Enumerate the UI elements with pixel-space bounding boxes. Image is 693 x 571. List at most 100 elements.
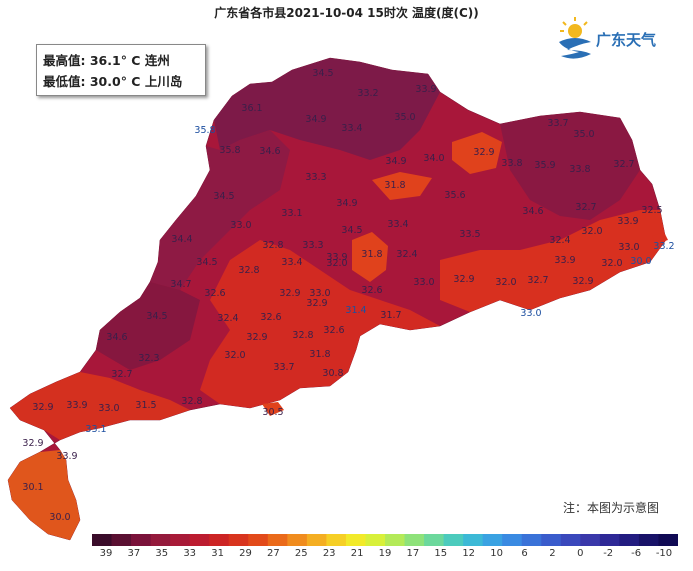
max-value-line: 最高值: 36.1° C 连州 [43, 53, 170, 68]
temperature-label: 33.0 [413, 277, 434, 288]
temperature-label: 33.9 [56, 451, 77, 462]
map-title: 广东省各市县2021-10-04 15时次 温度(度(C)) [214, 6, 479, 20]
color-scale-tick: 19 [378, 548, 392, 559]
region-pearl-delta [200, 240, 440, 408]
temperature-label: 35.0 [394, 112, 415, 123]
temperature-label: 32.7 [575, 202, 596, 213]
temperature-label: 31.8 [384, 180, 405, 191]
island-nanao [652, 232, 668, 244]
color-scale-swatch [580, 534, 601, 546]
island-shangchuan [262, 402, 284, 416]
temperature-label: 30.0 [630, 256, 651, 267]
color-scale-swatch [92, 534, 113, 546]
color-scale-tick: 31 [211, 548, 224, 559]
color-scale-tick: 27 [267, 548, 280, 559]
temperature-label: 33.8 [501, 158, 522, 169]
temperature-label: 31.8 [361, 249, 382, 260]
temperature-label: 30.0 [49, 512, 70, 523]
temperature-label: 32.0 [224, 350, 245, 361]
temperature-label: 34.5 [341, 225, 362, 236]
temperature-label: 32.6 [260, 312, 281, 323]
temperature-label: 31.5 [135, 400, 156, 411]
temperature-label: 33.0 [98, 403, 119, 414]
color-scale-swatch [463, 534, 484, 546]
temperature-label: 33.0 [309, 288, 330, 299]
color-scale-swatch [209, 534, 230, 546]
temperature-label: 32.9 [572, 276, 593, 287]
temperature-label: 33.9 [415, 84, 436, 95]
color-scale-tick: 12 [462, 548, 476, 559]
min-value-line: 最低值: 30.0° C 上川岛 [43, 74, 183, 89]
temperature-label: 33.2 [357, 88, 378, 99]
weather-sun-logo-icon [559, 17, 591, 59]
temperature-label: 32.9 [473, 147, 494, 158]
color-scale-swatch [619, 534, 640, 546]
color-scale-swatch [345, 534, 366, 546]
temperature-label: 32.9 [246, 332, 267, 343]
region-west-dark [96, 282, 200, 370]
temperature-label: 31.8 [309, 349, 330, 360]
temperature-label: 34.6 [522, 206, 543, 217]
extreme-values-box: 最高值: 36.1° C 连州 最低值: 30.0° C 上川岛 [36, 44, 206, 96]
color-scale-swatch [658, 534, 678, 546]
temperature-label: 32.7 [111, 369, 132, 380]
color-scale-swatch [287, 534, 308, 546]
color-scale-swatch [306, 534, 327, 546]
color-scale-swatch [111, 534, 132, 546]
color-scale-tick: 15 [434, 548, 448, 559]
temperature-label: 34.6 [106, 332, 127, 343]
color-scale-tick: 2 [549, 548, 556, 559]
temperature-label: 34.4 [171, 234, 192, 245]
color-scale-tick: 10 [490, 548, 503, 559]
region-north-dark [214, 58, 440, 160]
color-scale-swatch [189, 534, 210, 546]
map-labels: 34.5 33.2 33.9 36.1 34.9 33.4 35.0 35.8 35.8 34.6… [22, 68, 674, 523]
color-scale-swatch [170, 534, 191, 546]
temperature-label: 35.9 [534, 160, 555, 171]
temperature-label: 33.1 [281, 208, 302, 219]
color-scale-swatch [541, 534, 562, 546]
temperature-label: 34.0 [423, 153, 444, 164]
temperature-label: 32.8 [238, 265, 259, 276]
schematic-note: 注：本图为示意图 [563, 501, 660, 515]
temperature-label: 32.6 [204, 288, 225, 299]
logo-text: 广东天气 [596, 31, 657, 49]
temperature-label: 36.1 [241, 103, 262, 114]
color-scale-tick: 33 [183, 548, 197, 559]
temperature-label: 34.5 [146, 311, 167, 322]
temperature-label: 30.8 [322, 368, 343, 379]
temperature-label: 32.8 [292, 330, 313, 341]
temperature-label: 33.3 [302, 240, 323, 251]
temperature-label: 34.9 [336, 198, 357, 209]
temperature-label: 35.8 [219, 145, 240, 156]
color-scale-tick: 0 [577, 548, 584, 559]
temperature-label: 33.0 [618, 242, 639, 253]
color-scale-bar [92, 534, 678, 546]
temperature-label: 34.5 [213, 191, 234, 202]
temperature-label: 32.0 [601, 258, 622, 269]
color-scale-tick: 21 [350, 548, 364, 559]
temperature-label: 34.7 [170, 279, 191, 290]
color-scale-swatch [267, 534, 288, 546]
color-scale-swatch [326, 534, 347, 546]
region-orange-center [352, 232, 388, 282]
temperature-label: 32.6 [323, 325, 344, 336]
color-scale-swatch [404, 534, 425, 546]
temperature-label: 32.4 [549, 235, 570, 246]
temperature-label: 30.1 [22, 482, 43, 493]
temperature-label: 34.6 [259, 146, 280, 157]
temperature-label: 34.5 [196, 257, 217, 268]
color-scale-swatch [228, 534, 249, 546]
temperature-label: 32.9 [453, 274, 474, 285]
temperature-label: 32.0 [326, 258, 347, 269]
color-scale-swatch [131, 534, 152, 546]
temperature-label: 35.8 [194, 125, 215, 136]
temperature-label: 35.0 [573, 129, 594, 140]
temperature-label: 33.8 [569, 164, 590, 175]
temperature-label: 33.0 [230, 220, 251, 231]
temperature-label: 32.5 [641, 205, 662, 216]
color-scale-tick: -2 [603, 548, 614, 559]
color-scale-tick: -10 [655, 548, 673, 559]
color-scale-tick: 17 [406, 548, 420, 559]
